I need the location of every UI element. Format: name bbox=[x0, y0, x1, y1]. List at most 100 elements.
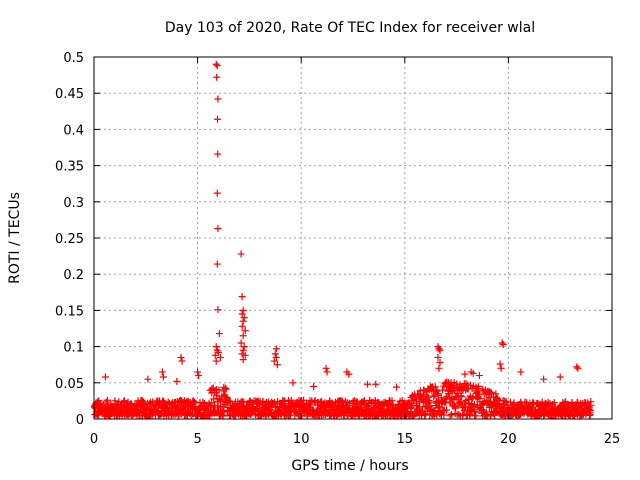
data-point bbox=[239, 317, 247, 325]
data-point bbox=[424, 393, 432, 401]
x-tick-label: 20 bbox=[500, 432, 517, 447]
data-point bbox=[436, 346, 444, 354]
data-point bbox=[199, 398, 207, 406]
x-axis-label: GPS time / hours bbox=[291, 458, 408, 474]
data-point bbox=[211, 351, 219, 359]
data-point bbox=[177, 353, 185, 361]
data-point bbox=[544, 398, 552, 406]
data-point bbox=[239, 346, 247, 354]
data-point bbox=[212, 357, 220, 365]
data-point bbox=[499, 340, 507, 348]
data-point bbox=[111, 397, 119, 405]
chart-title: Day 103 of 2020, Rate Of TEC Index for r… bbox=[165, 20, 535, 36]
data-point bbox=[435, 364, 443, 372]
x-tick-label: 15 bbox=[397, 432, 414, 447]
y-tick-label: 0.2 bbox=[63, 268, 84, 283]
data-point bbox=[540, 375, 548, 383]
data-point bbox=[144, 375, 152, 383]
data-point bbox=[272, 345, 280, 353]
data-point bbox=[265, 406, 273, 414]
data-point bbox=[430, 392, 438, 400]
data-point bbox=[208, 385, 216, 393]
axis-ticks: 0 5 10 15 20 25 0 0.05 0.1 0.15 0.2 0.25 0.3 0.35 0.4 0… bbox=[55, 51, 620, 447]
data-point bbox=[216, 353, 224, 361]
x-tick-label: 0 bbox=[90, 432, 98, 447]
data-point bbox=[158, 368, 166, 376]
data-point bbox=[466, 411, 474, 419]
data-point bbox=[587, 406, 595, 414]
data-point bbox=[241, 351, 249, 359]
data-point bbox=[221, 392, 229, 400]
data-point bbox=[436, 359, 444, 367]
data-point bbox=[475, 372, 483, 380]
data-point bbox=[432, 386, 440, 394]
data-point bbox=[393, 383, 401, 391]
y-tick-label: 0.25 bbox=[55, 232, 84, 247]
data-point bbox=[364, 380, 372, 388]
data-point bbox=[212, 343, 220, 351]
data-point bbox=[453, 380, 461, 388]
data-point bbox=[214, 95, 222, 103]
y-tick-label: 0.4 bbox=[63, 123, 84, 138]
data-point bbox=[214, 225, 222, 233]
data-point bbox=[215, 386, 223, 394]
y-tick-label: 0.45 bbox=[55, 87, 84, 102]
data-point bbox=[345, 370, 353, 378]
data-point bbox=[300, 396, 308, 404]
data-point bbox=[472, 412, 480, 420]
data-point bbox=[469, 369, 477, 377]
data-point bbox=[237, 250, 245, 258]
data-point bbox=[310, 382, 318, 390]
data-point bbox=[496, 360, 504, 368]
data-point bbox=[213, 260, 221, 268]
data-point bbox=[435, 345, 443, 353]
data-point bbox=[207, 403, 215, 411]
data-point bbox=[219, 412, 227, 420]
data-point bbox=[237, 339, 245, 347]
x-tick-label: 25 bbox=[604, 432, 621, 447]
data-point bbox=[427, 406, 435, 414]
data-point bbox=[492, 390, 500, 398]
data-point bbox=[497, 364, 505, 372]
data-point bbox=[574, 364, 582, 372]
data-point bbox=[434, 353, 442, 361]
data-point bbox=[239, 332, 247, 340]
data-point bbox=[521, 398, 529, 406]
data-point bbox=[222, 385, 230, 393]
data-point bbox=[240, 343, 248, 351]
data-point bbox=[238, 322, 246, 330]
data-point bbox=[159, 373, 167, 381]
y-axis-label: ROTI / TECUs bbox=[7, 192, 23, 284]
data-point bbox=[240, 314, 248, 322]
data-point bbox=[486, 388, 494, 396]
data-point bbox=[496, 399, 504, 407]
x-tick-label: 10 bbox=[293, 432, 310, 447]
y-tick-label: 0.5 bbox=[63, 51, 84, 66]
data-point bbox=[474, 382, 482, 390]
data-point bbox=[213, 62, 221, 70]
data-point bbox=[271, 398, 279, 406]
data-point bbox=[101, 373, 109, 381]
data-point bbox=[451, 404, 459, 412]
data-point bbox=[215, 330, 223, 338]
data-point bbox=[214, 150, 222, 158]
y-tick-label: 0.1 bbox=[63, 341, 84, 356]
data-point bbox=[173, 377, 181, 385]
data-point bbox=[298, 411, 306, 419]
data-point bbox=[453, 389, 461, 397]
data-point bbox=[446, 412, 454, 420]
y-tick-label: 0.3 bbox=[63, 196, 84, 211]
data-point bbox=[138, 396, 146, 404]
data-point bbox=[194, 368, 202, 376]
data-point bbox=[438, 386, 446, 394]
data-point bbox=[238, 310, 246, 318]
data-point bbox=[270, 357, 278, 365]
data-point bbox=[221, 384, 229, 392]
data-point bbox=[450, 384, 458, 392]
data-point bbox=[457, 398, 465, 406]
data-point bbox=[239, 356, 247, 364]
data-point bbox=[223, 394, 231, 402]
data-point bbox=[435, 403, 443, 411]
grid-lines bbox=[94, 57, 612, 419]
